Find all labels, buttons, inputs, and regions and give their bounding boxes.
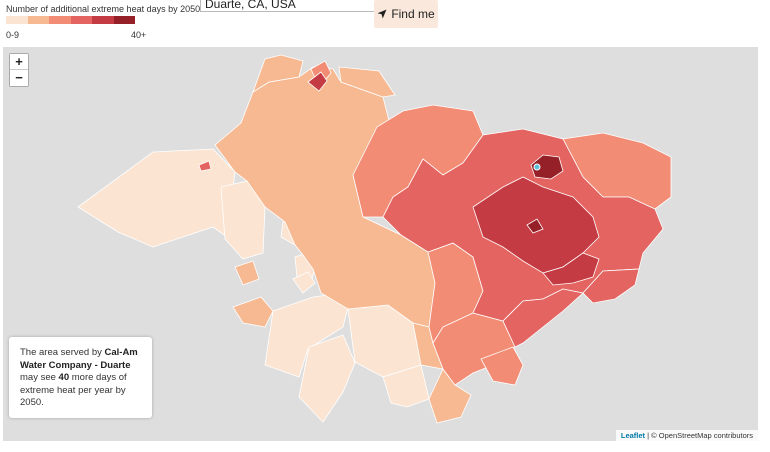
map-region[interactable] [234,260,260,286]
legend-swatch [27,16,49,24]
extra-heat-days-value: 40 [58,372,70,383]
map-region[interactable] [292,271,316,294]
map-region[interactable] [382,364,430,408]
map-region[interactable] [252,54,304,93]
map-region[interactable] [198,160,212,172]
legend-min-label: 0-9 [6,30,20,40]
info-panel: The area served by Cal-Am Water Company … [9,337,152,418]
map-region[interactable] [338,66,396,98]
map-region[interactable] [542,252,600,286]
map-region[interactable] [502,288,584,348]
osm-contributors-text: OpenStreetMap contributors [658,431,753,440]
attribution-separator: | © [645,431,659,440]
selected-location-marker [533,163,541,171]
legend-swatch [92,16,114,24]
legend-swatch [49,16,71,24]
find-me-label: Find me [391,7,435,21]
leaflet-link[interactable]: Leaflet [620,431,646,440]
map-region[interactable] [77,148,236,248]
map-region[interactable] [232,296,274,328]
legend-title: Number of additional extreme heat days b… [6,4,201,14]
map-region[interactable] [298,334,356,423]
map-region[interactable] [530,154,564,180]
legend-swatch [6,16,28,24]
info-prefix: The area served by [20,347,105,358]
location-arrow-icon [377,9,387,19]
zoom-in-button[interactable]: + [10,54,28,70]
legend-max-label: 40+ [131,30,147,40]
legend-color-scale [6,16,135,24]
address-search-input[interactable] [200,0,378,12]
map-region[interactable] [264,292,349,378]
info-middle: may see [20,372,59,383]
water-provider-name: Cal-Am Water Company - Duarte [20,347,138,371]
map-region[interactable] [582,268,640,304]
info-suffix: more days of extreme heat per year by 20… [20,372,127,408]
legend-swatch [70,16,92,24]
heat-days-map[interactable]: + − The area served by Cal-Am Water Comp… [3,47,758,441]
map-region[interactable] [307,71,328,92]
service-area-regions[interactable] [3,47,758,441]
zoom-control: + − [9,53,29,87]
map-region[interactable] [480,346,524,386]
zoom-out-button[interactable]: − [10,70,28,86]
find-me-button[interactable]: Find me [374,0,438,28]
map-attribution: Leaflet | © OpenStreetMap contributors [615,430,758,441]
map-region[interactable] [526,218,544,234]
legend-swatch [113,16,135,24]
